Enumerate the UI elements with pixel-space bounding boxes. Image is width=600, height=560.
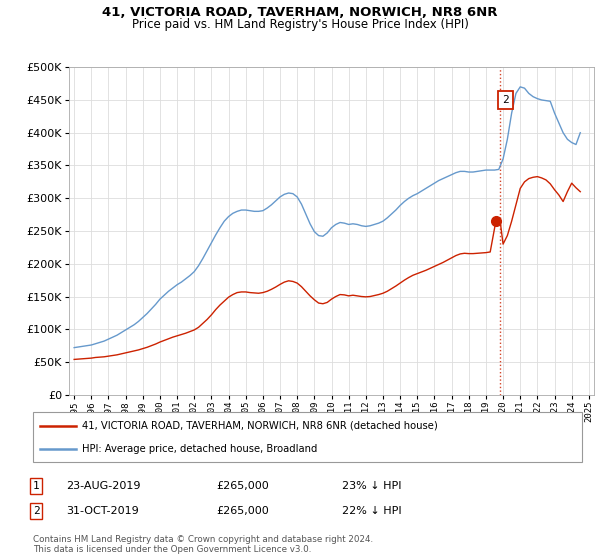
Text: 2: 2 — [32, 506, 40, 516]
Text: 23-AUG-2019: 23-AUG-2019 — [66, 481, 140, 491]
Text: 31-OCT-2019: 31-OCT-2019 — [66, 506, 139, 516]
Text: Contains HM Land Registry data © Crown copyright and database right 2024.
This d: Contains HM Land Registry data © Crown c… — [33, 535, 373, 554]
Text: £265,000: £265,000 — [216, 506, 269, 516]
Text: 41, VICTORIA ROAD, TAVERHAM, NORWICH, NR8 6NR (detached house): 41, VICTORIA ROAD, TAVERHAM, NORWICH, NR… — [82, 421, 438, 431]
Text: 2: 2 — [502, 95, 509, 105]
Text: £265,000: £265,000 — [216, 481, 269, 491]
Text: Price paid vs. HM Land Registry's House Price Index (HPI): Price paid vs. HM Land Registry's House … — [131, 18, 469, 31]
Text: 23% ↓ HPI: 23% ↓ HPI — [342, 481, 401, 491]
Text: HPI: Average price, detached house, Broadland: HPI: Average price, detached house, Broa… — [82, 444, 317, 454]
Text: 22% ↓ HPI: 22% ↓ HPI — [342, 506, 401, 516]
Text: 1: 1 — [32, 481, 40, 491]
Text: 41, VICTORIA ROAD, TAVERHAM, NORWICH, NR8 6NR: 41, VICTORIA ROAD, TAVERHAM, NORWICH, NR… — [102, 6, 498, 18]
